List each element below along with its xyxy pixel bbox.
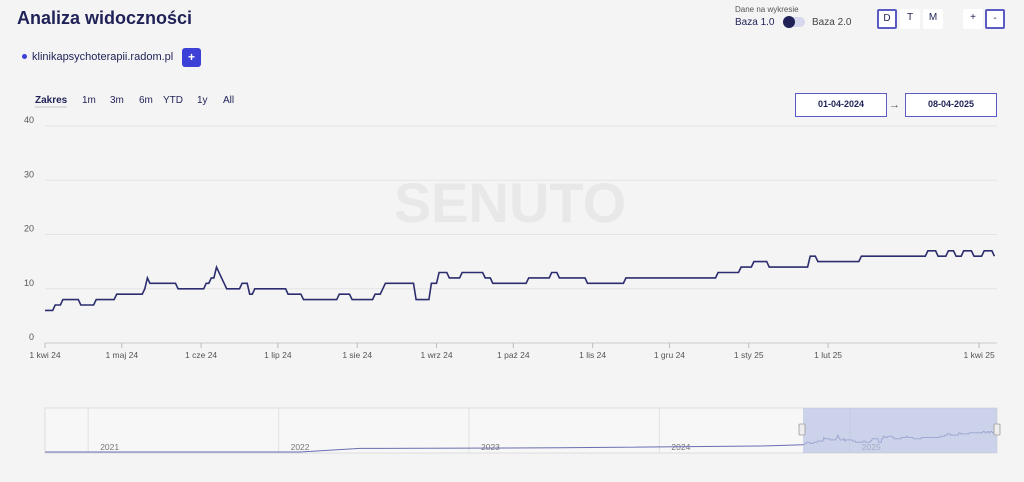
date-range-arrow: → xyxy=(889,99,900,111)
y-tick-label: 30 xyxy=(24,169,34,179)
x-tick-label: 1 wrz 24 xyxy=(420,350,452,360)
granularity-week-button[interactable]: T xyxy=(900,9,920,29)
x-tick-label: 1 paź 24 xyxy=(497,350,530,360)
x-tick-label: 1 kwi 25 xyxy=(963,350,994,360)
series-line xyxy=(45,250,996,312)
add-domain-button[interactable]: + xyxy=(182,48,201,67)
navigator-year-label: 2023 xyxy=(481,442,500,452)
x-tick-label: 1 lis 24 xyxy=(579,350,606,360)
range-6m-button[interactable]: 6m xyxy=(139,95,153,106)
base1-label: Baza 1.0 xyxy=(735,17,775,28)
x-tick-label: 1 gru 24 xyxy=(654,350,685,360)
granularity-day-button[interactable]: D xyxy=(877,9,897,29)
granularity-month-button[interactable]: M xyxy=(923,9,943,29)
range-all-button[interactable]: All xyxy=(223,95,235,106)
range-1y-button[interactable]: 1y xyxy=(197,95,208,106)
x-tick-label: 1 lip 24 xyxy=(264,350,292,360)
data-caption: Dane na wykresie xyxy=(735,5,799,14)
chart-watermark: SENUTO xyxy=(394,171,626,234)
navigator-year-label: 2021 xyxy=(100,442,119,452)
switch-knob xyxy=(783,16,795,28)
y-tick-label: 40 xyxy=(24,115,34,125)
y-tick-label: 10 xyxy=(24,278,34,288)
chart-grid xyxy=(45,125,997,344)
date-from-input[interactable]: 01-04-2024 xyxy=(795,93,887,117)
page-title: Analiza widoczności xyxy=(17,8,193,28)
base-switch[interactable] xyxy=(783,16,805,28)
x-tick-label: 1 kwi 24 xyxy=(29,350,60,360)
y-axis-ticks: 0 10 20 30 40 xyxy=(24,115,34,342)
range-1m-button[interactable]: 1m xyxy=(82,95,96,106)
base2-label: Baza 2.0 xyxy=(812,17,852,28)
x-tick-label: 1 maj 24 xyxy=(105,350,138,360)
y-tick-label: 0 xyxy=(29,332,34,342)
range-label: Zakres xyxy=(35,95,68,108)
navigator-left-handle[interactable] xyxy=(798,423,806,436)
zoom-out-button[interactable]: - xyxy=(985,9,1005,29)
range-ytd-button[interactable]: YTD xyxy=(163,95,183,106)
zoom-in-button[interactable]: + xyxy=(963,9,983,29)
navigator[interactable]: 20212022202320242025 xyxy=(44,407,1001,454)
x-tick-label: 1 lut 25 xyxy=(814,350,842,360)
x-tick-label: 1 sty 25 xyxy=(734,350,764,360)
x-axis-ticks: 1 kwi 24 1 maj 24 1 cze 24 1 lip 24 1 sie 24… xyxy=(29,343,995,360)
navigator-selection[interactable] xyxy=(803,408,997,453)
x-tick-label: 1 cze 24 xyxy=(185,350,217,360)
y-tick-label: 20 xyxy=(24,224,34,234)
domain-name: klinikapsychoterapii.radom.pl xyxy=(32,51,174,63)
navigator-year-label: 2022 xyxy=(291,442,310,452)
x-tick-label: 1 sie 24 xyxy=(342,350,372,360)
navigator-right-handle[interactable] xyxy=(993,423,1001,436)
date-to-input[interactable]: 08-04-2025 xyxy=(905,93,997,117)
domain-color-dot xyxy=(22,54,27,59)
range-3m-button[interactable]: 3m xyxy=(110,95,124,106)
